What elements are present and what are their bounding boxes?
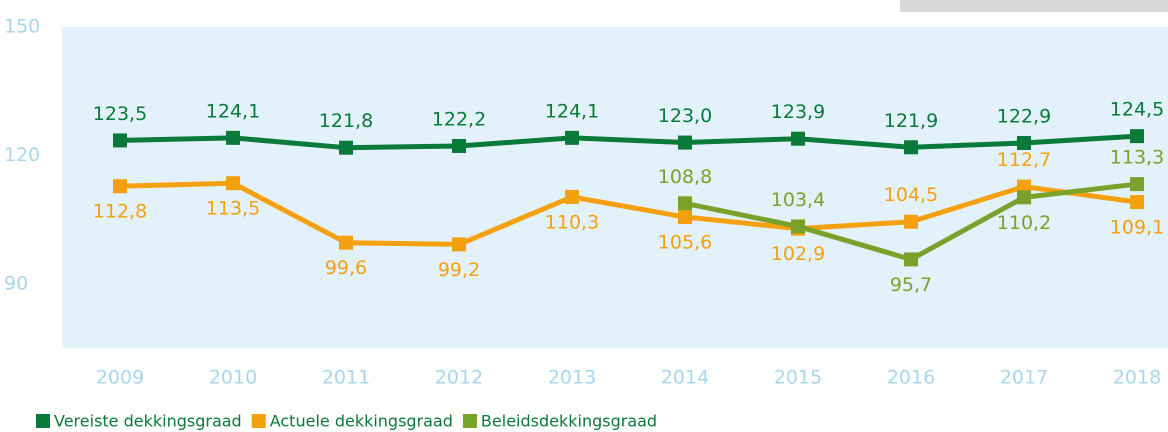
marker <box>452 237 466 251</box>
legend-label: Beleidsdekkingsgraad <box>481 412 657 431</box>
x-tick-label: 2015 <box>774 367 822 389</box>
y-tick-label: 150 <box>4 16 40 38</box>
value-label: 103,4 <box>771 189 825 211</box>
chart: 90 120 150 2009 2010 2011 2012 2013 2014 2015 2016… <box>0 0 1168 432</box>
value-label: 112,8 <box>93 201 147 223</box>
legend-label: Actuele dekkingsgraad <box>270 412 453 431</box>
marker <box>226 176 240 190</box>
value-label: 123,5 <box>93 103 147 125</box>
marker <box>904 215 918 229</box>
value-label: 108,8 <box>658 166 712 188</box>
marker <box>1130 129 1144 143</box>
marker <box>791 219 805 233</box>
marker <box>678 136 692 150</box>
marker <box>904 140 918 154</box>
value-label: 99,2 <box>438 259 480 281</box>
value-label: 124,1 <box>206 100 260 122</box>
marker <box>452 139 466 153</box>
y-tick-label: 90 <box>4 272 28 294</box>
marker <box>565 190 579 204</box>
marker <box>1130 177 1144 191</box>
value-label: 105,6 <box>658 232 712 254</box>
x-tick-label: 2011 <box>322 367 370 389</box>
marker <box>791 132 805 146</box>
value-label: 99,6 <box>325 257 367 279</box>
legend-swatch <box>36 414 50 428</box>
value-label: 104,5 <box>884 184 938 206</box>
marker <box>565 131 579 145</box>
x-tick-label: 2014 <box>661 367 709 389</box>
value-label: 112,7 <box>997 149 1051 171</box>
x-tick-label: 2017 <box>1000 367 1048 389</box>
value-label: 113,3 <box>1110 147 1164 169</box>
legend-swatch <box>252 414 266 428</box>
y-tick-label: 120 <box>4 144 40 166</box>
value-label: 121,8 <box>319 110 373 132</box>
marker <box>339 236 353 250</box>
value-label: 122,2 <box>432 108 486 130</box>
marker <box>1017 136 1031 150</box>
value-label: 113,5 <box>206 198 260 220</box>
marker <box>904 252 918 266</box>
legend-label: Vereiste dekkingsgraad <box>54 412 242 431</box>
marker <box>678 196 692 210</box>
x-tick-label: 2010 <box>209 367 257 389</box>
photo-fragment <box>900 0 1168 12</box>
value-label: 124,5 <box>1110 99 1164 121</box>
x-tick-label: 2018 <box>1113 367 1161 389</box>
value-label: 121,9 <box>884 110 938 132</box>
marker <box>1130 195 1144 209</box>
x-tick-label: 2012 <box>435 367 483 389</box>
value-label: 109,1 <box>1110 217 1164 239</box>
marker <box>339 141 353 155</box>
value-label: 102,9 <box>771 243 825 265</box>
marker <box>1017 190 1031 204</box>
x-tick-label: 2009 <box>96 367 144 389</box>
value-label: 95,7 <box>890 274 932 296</box>
marker <box>678 210 692 224</box>
legend-swatch <box>463 414 477 428</box>
value-label: 110,2 <box>997 212 1051 234</box>
marker <box>113 179 127 193</box>
value-label: 123,0 <box>658 105 712 127</box>
marker <box>226 131 240 145</box>
value-label: 124,1 <box>545 100 599 122</box>
x-tick-label: 2016 <box>887 367 935 389</box>
value-label: 110,3 <box>545 211 599 233</box>
value-label: 122,9 <box>997 105 1051 127</box>
value-label: 123,9 <box>771 101 825 123</box>
marker <box>113 133 127 147</box>
x-tick-label: 2013 <box>548 367 596 389</box>
